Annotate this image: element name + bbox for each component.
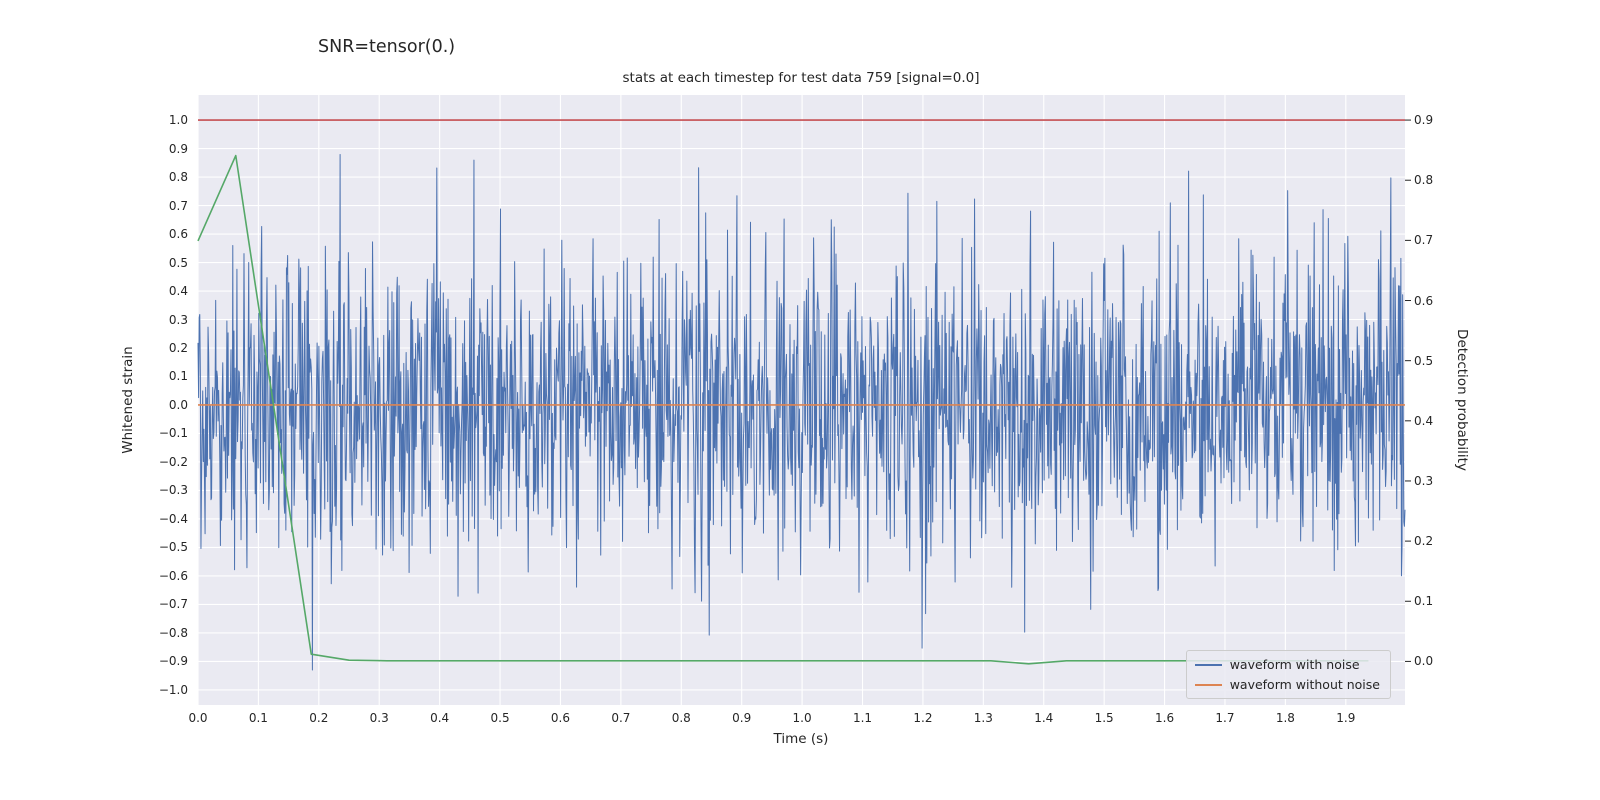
y-left-tick-label: 0.8 (168, 170, 188, 185)
y-left-tick-label: −0.9 (158, 654, 188, 669)
legend-item: waveform without noise (1194, 677, 1380, 692)
chart-title: stats at each timestep for test data 759… (622, 70, 980, 86)
y-left-tick-label: −0.4 (158, 511, 188, 526)
y-right-tick-label: 0.3 (1414, 473, 1434, 488)
x-tick-label: 1.2 (913, 711, 933, 725)
series-waveform-with-noise (197, 153, 1406, 671)
y-left-tick-label: −0.7 (158, 597, 188, 612)
x-tick-label: 1.0 (792, 711, 812, 725)
y-left-tick-label: 0.3 (168, 312, 188, 327)
x-tick-label: 0.3 (369, 711, 389, 725)
x-tick-label: 1.8 (1275, 711, 1295, 725)
y-left-tick-label: 0.0 (168, 397, 188, 412)
legend-item: waveform with noise (1194, 657, 1380, 672)
y-right-tick-label: 0.8 (1414, 173, 1434, 188)
x-tick-label: 1.5 (1094, 711, 1114, 725)
y-left-tick-label: 0.6 (168, 227, 188, 242)
y-right-tick-label: 0.7 (1414, 233, 1434, 248)
y-right-tick-label: 0.0 (1414, 654, 1434, 669)
y-left-tick-label: 1.0 (168, 113, 188, 128)
x-tick-label: 1.1 (852, 711, 873, 725)
y-left-tick-label: 0.2 (168, 341, 188, 355)
y-right-tick-label: 0.6 (1414, 293, 1434, 308)
y-left-tick-label: −0.8 (158, 625, 188, 640)
y-left-tick-label: −0.2 (158, 454, 188, 469)
y-right-axis-label: Detection probability (1454, 329, 1470, 471)
x-tick-label: 0.1 (248, 711, 268, 725)
x-tick-label: 0.0 (188, 711, 208, 725)
legend-line-swatch (1194, 663, 1222, 666)
x-tick-label: 1.9 (1336, 711, 1356, 725)
x-tick-label: 0.9 (732, 711, 752, 725)
x-tick-label: 0.7 (611, 711, 631, 725)
x-tick-label: 1.7 (1215, 711, 1235, 725)
y-left-tick-label: −0.5 (158, 540, 188, 555)
y-left-tick-label: −0.6 (158, 568, 188, 583)
x-axis-label: Time (s) (773, 731, 829, 747)
y-left-tick-label: 0.4 (168, 284, 188, 299)
x-tick-label: 1.4 (1034, 711, 1054, 725)
y-right-tick-label: 0.2 (1414, 534, 1434, 549)
y-left-axis-label: Whitened strain (120, 346, 136, 454)
legend-item-label: waveform without noise (1229, 677, 1380, 692)
x-tick-label: 0.6 (550, 711, 570, 725)
x-tick-label: 0.2 (309, 711, 329, 725)
y-right-tick-label: 0.1 (1414, 594, 1434, 609)
x-tick-label: 1.6 (1155, 711, 1175, 725)
legend-box: waveform with noise waveform without nois… (1185, 650, 1391, 699)
x-tick-label: 0.5 (490, 711, 510, 725)
y-left-tick-label: −0.1 (158, 426, 188, 441)
y-left-tick-label: −0.3 (158, 483, 188, 498)
figure-suptitle: SNR=tensor(0.) (318, 37, 456, 57)
y-left-tick-label: 0.7 (168, 198, 188, 213)
y-left-tick-label: 0.9 (168, 141, 188, 156)
y-right-tick-label: 0.9 (1414, 113, 1434, 128)
x-tick-label: 0.4 (430, 711, 450, 725)
x-tick-label: 1.3 (973, 711, 993, 725)
y-left-tick-label: 0.5 (168, 255, 188, 270)
legend-item-label: waveform with noise (1229, 657, 1360, 672)
x-tick-label: 0.8 (671, 711, 691, 725)
series-detection-probability (197, 154, 1369, 665)
y-right-tick-label: 0.5 (1414, 353, 1434, 368)
y-left-tick-label: 0.1 (168, 369, 188, 384)
legend-line-swatch (1194, 683, 1222, 686)
y-right-tick-label: 0.4 (1414, 413, 1434, 428)
y-left-tick-label: −1.0 (158, 682, 188, 697)
